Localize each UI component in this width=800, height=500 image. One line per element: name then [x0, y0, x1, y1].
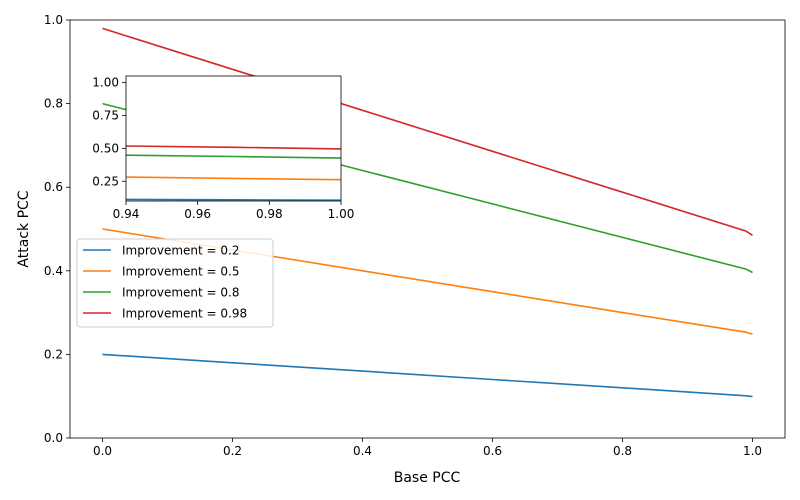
inset-frame — [125, 75, 342, 202]
main-frame — [69, 19, 786, 439]
y-tick-label-3: 0.6 — [44, 180, 63, 194]
x-axis-label: Base PCC — [394, 470, 461, 486]
legend-box — [76, 238, 274, 328]
inset-x-tick-label-0: 0.94 — [113, 207, 140, 221]
y-tick-label-5: 1.0 — [44, 13, 63, 27]
x-tick-label-1: 0.2 — [223, 444, 242, 458]
y-tick-label-1: 0.2 — [44, 347, 63, 361]
y-tick-label-0: 0.0 — [44, 431, 63, 445]
x-tick-label-4: 0.8 — [613, 444, 632, 458]
inset-x-tick-label-2: 0.98 — [256, 207, 283, 221]
series-line-0 — [102, 353, 753, 398]
y-tick-label-4: 0.8 — [44, 97, 63, 111]
x-tick-label-2: 0.4 — [353, 444, 372, 458]
legend-label-3: Improvement = 0.98 — [122, 307, 247, 321]
inset-x-tick-label-3: 1.00 — [328, 207, 355, 221]
x-tick-label-5: 1.0 — [743, 444, 762, 458]
x-tick-label-0: 0.0 — [93, 444, 112, 458]
inset-x-tick-label-1: 0.96 — [184, 207, 211, 221]
inset-y-tick-label-0: 0.25 — [92, 174, 119, 188]
inset-series-line-1 — [125, 176, 342, 181]
inset-series-line-3 — [125, 145, 342, 150]
inset-series-line-0 — [125, 198, 342, 201]
inset-plot-area — [126, 76, 341, 201]
inset-y-tick-label-3: 1.00 — [92, 76, 119, 90]
legend-label-0: Improvement = 0.2 — [122, 244, 240, 258]
series-line-3 — [102, 27, 753, 236]
legend: Improvement = 0.2 Improvement = 0.5 Improv… — [76, 238, 274, 328]
legend-label-1: Improvement = 0.5 — [122, 265, 240, 279]
legend-label-2: Improvement = 0.8 — [122, 286, 240, 300]
y-tick-label-2: 0.4 — [44, 264, 63, 278]
inset-series-line-2 — [125, 154, 342, 159]
inset-plot: 0.94 0.96 0.98 1.00 0.25 0.50 0.75 1.00 — [92, 76, 354, 221]
inset-y-tick-label-1: 0.50 — [92, 141, 119, 155]
x-tick-label-3: 0.6 — [483, 444, 502, 458]
y-axis-label: Attack PCC — [16, 190, 32, 267]
inset-y-tick-label-2: 0.75 — [92, 108, 119, 122]
